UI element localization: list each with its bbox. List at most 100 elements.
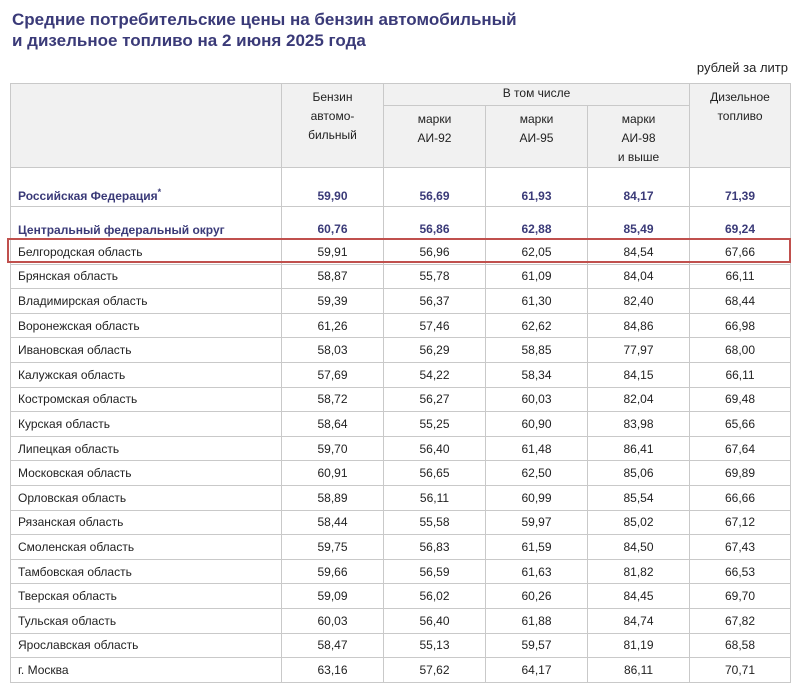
- price-cell: 56,40: [383, 435, 486, 462]
- price-cell: 67,64: [689, 435, 792, 462]
- price-cell: 81,19: [586, 632, 691, 659]
- price-cell: 59,75: [281, 534, 384, 560]
- price-cell: 62,50: [485, 460, 588, 486]
- price-cell: 84,74: [586, 607, 691, 634]
- price-cell: 58,72: [281, 386, 384, 413]
- price-cell: 83,98: [586, 411, 691, 437]
- table-row: Костромская область 58,72 56,27 60,03 82,04 6…: [10, 386, 792, 413]
- price-cell: 56,69: [383, 167, 486, 207]
- price-cell: 67,43: [689, 534, 792, 560]
- region-name: Центральный федеральный округ: [10, 206, 282, 240]
- price-cell: 86,11: [586, 657, 691, 683]
- price-cell: 59,39: [281, 288, 384, 314]
- price-cell: 61,30: [485, 288, 588, 314]
- price-cell: 85,54: [586, 484, 691, 511]
- price-cell: 56,59: [383, 558, 486, 585]
- price-cell: 66,11: [689, 263, 792, 290]
- table-row: г. Москва 63,16 57,62 64,17 86,11 70,71: [10, 657, 792, 683]
- ai92-column-header: марки АИ-92: [383, 105, 486, 168]
- region-name: Российская Федерация*: [10, 167, 282, 207]
- price-cell: 70,71: [689, 657, 792, 683]
- table-row: Курская область 58,64 55,25 60,90 83,98 65,66: [10, 411, 792, 437]
- price-cell: 84,54: [586, 239, 691, 265]
- price-cell: 84,45: [586, 583, 691, 609]
- region-name: Тульская область: [10, 607, 282, 634]
- price-cell: 59,70: [281, 435, 384, 462]
- region-name: Владимирская область: [10, 288, 282, 314]
- table-row: Московская область 60,91 56,65 62,50 85,06 69…: [10, 460, 792, 486]
- table-row: Тамбовская область 59,66 56,59 61,63 81,82 66…: [10, 558, 792, 585]
- price-cell: 82,04: [586, 386, 691, 413]
- region-name: Ярославская область: [10, 632, 282, 659]
- price-cell: 66,66: [689, 484, 792, 511]
- table-row: Брянская область 58,87 55,78 61,09 84,04 66,1…: [10, 263, 792, 290]
- region-name: Курская область: [10, 411, 282, 437]
- price-cell: 61,88: [485, 607, 588, 634]
- region-name-text: Российская Федерация: [18, 189, 158, 203]
- table-row: Ивановская область 58,03 56,29 58,85 77,97 68…: [10, 337, 792, 363]
- price-cell: 67,66: [689, 239, 792, 265]
- ai92-header-text: марки АИ-92: [417, 112, 452, 145]
- price-cell: 67,12: [689, 509, 792, 536]
- region-name: Смоленская область: [10, 534, 282, 560]
- price-cell: 64,17: [485, 657, 588, 683]
- price-cell: 84,50: [586, 534, 691, 560]
- price-cell: 68,00: [689, 337, 792, 363]
- price-cell: 66,53: [689, 558, 792, 585]
- region-name-text: Центральный федеральный округ: [18, 223, 225, 237]
- price-cell: 85,02: [586, 509, 691, 536]
- title-line-1: Средние потребительские цены на бензин а…: [12, 10, 517, 29]
- region-name: г. Москва: [10, 657, 282, 683]
- page-title: Средние потребительские цены на бензин а…: [12, 9, 517, 51]
- price-cell: 59,90: [281, 167, 384, 207]
- region-name: Ивановская область: [10, 337, 282, 363]
- price-cell: 60,90: [485, 411, 588, 437]
- price-cell: 56,40: [383, 607, 486, 634]
- price-cell: 56,96: [383, 239, 486, 265]
- price-cell: 69,24: [689, 206, 792, 240]
- table-row: Орловская область 58,89 56,11 60,99 85,54 66,…: [10, 484, 792, 511]
- price-cell: 84,17: [586, 167, 691, 207]
- table-body: Российская Федерация* 59,90 56,69 61,93 84,1…: [10, 167, 792, 683]
- title-line-2: и дизельное топливо на 2 июня 2025 года: [12, 31, 366, 50]
- region-name: Московская область: [10, 460, 282, 486]
- footnote-mark: *: [157, 187, 162, 197]
- price-cell: 56,29: [383, 337, 486, 363]
- price-cell: 55,78: [383, 263, 486, 290]
- price-cell: 56,65: [383, 460, 486, 486]
- price-cell: 60,03: [281, 607, 384, 634]
- price-cell: 58,34: [485, 361, 588, 388]
- table-row: Липецкая область 59,70 56,40 61,48 86,41 67,6…: [10, 435, 792, 462]
- region-name: Брянская область: [10, 263, 282, 290]
- region-name: Тверская область: [10, 583, 282, 609]
- price-cell: 66,98: [689, 312, 792, 339]
- price-cell: 56,83: [383, 534, 486, 560]
- fuel-prices-table: Бензин автомо- бильный В том числе Дизел…: [10, 83, 792, 683]
- region-name: Воронежская область: [10, 312, 282, 339]
- price-cell: 56,02: [383, 583, 486, 609]
- region-name: Белгородская область: [10, 239, 282, 265]
- price-cell: 60,99: [485, 484, 588, 511]
- price-cell: 86,41: [586, 435, 691, 462]
- including-group-header: В том числе: [382, 83, 691, 106]
- price-cell: 59,97: [485, 509, 588, 536]
- price-cell: 59,57: [485, 632, 588, 659]
- price-cell: 58,03: [281, 337, 384, 363]
- table-row-highlighted: Белгородская область 59,91 56,96 62,05 84,54…: [10, 239, 792, 265]
- price-cell: 56,27: [383, 386, 486, 413]
- summary-row: Российская Федерация* 59,90 56,69 61,93 84,1…: [10, 167, 792, 207]
- price-cell: 57,62: [383, 657, 486, 683]
- price-cell: 61,09: [485, 263, 588, 290]
- ai98-column-header: марки АИ-98 и выше: [586, 105, 691, 168]
- price-cell: 69,70: [689, 583, 792, 609]
- price-cell: 55,58: [383, 509, 486, 536]
- petrol-header-text: Бензин автомо- бильный: [308, 90, 357, 142]
- price-cell: 60,76: [281, 206, 384, 240]
- region-name: Рязанская область: [10, 509, 282, 536]
- price-cell: 57,69: [281, 361, 384, 388]
- summary-row: Центральный федеральный округ 60,76 56,86 6…: [10, 206, 792, 240]
- price-cell: 58,44: [281, 509, 384, 536]
- price-cell: 63,16: [281, 657, 384, 683]
- price-cell: 60,03: [485, 386, 588, 413]
- price-cell: 66,11: [689, 361, 792, 388]
